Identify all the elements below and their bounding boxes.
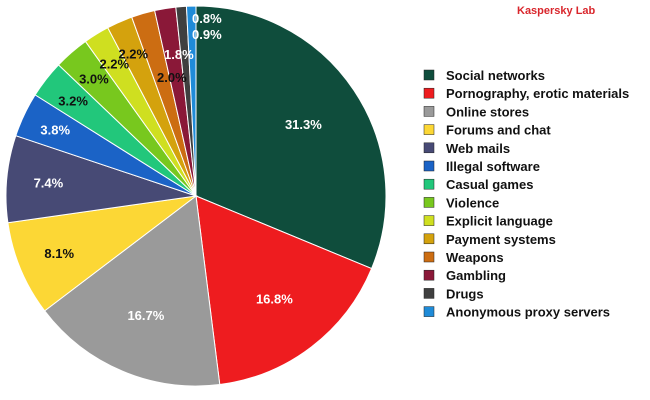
pie-value-label-13: 0.8% bbox=[192, 11, 222, 26]
legend-label-7: Violence bbox=[446, 195, 499, 210]
pie-value-label-12: 0.9% bbox=[192, 27, 222, 42]
pie-slices bbox=[5, 5, 387, 387]
legend-swatch-12 bbox=[423, 288, 435, 299]
pie-value-label-5: 3.8% bbox=[40, 122, 70, 137]
pie-value-label-11: 1.8% bbox=[164, 47, 194, 62]
legend-swatch-11 bbox=[423, 269, 435, 281]
legend-label-13: Anonymous proxy servers bbox=[446, 305, 610, 320]
pie-value-label-7: 3.0% bbox=[79, 71, 109, 86]
pie-value-label-3: 8.1% bbox=[44, 246, 74, 261]
pie-value-label-4: 7.4% bbox=[34, 176, 64, 191]
legend-label-11: Gambling bbox=[446, 268, 506, 283]
pie-value-label-8: 2.2% bbox=[99, 56, 129, 71]
legend-label-5: Illegal software bbox=[446, 159, 540, 174]
legend-label-4: Web mails bbox=[446, 141, 510, 156]
brand-label: Kaspersky Lab bbox=[517, 5, 596, 17]
legend-swatch-7 bbox=[423, 197, 435, 208]
legend-swatch-8 bbox=[423, 215, 435, 226]
pie-slice-13 bbox=[185, 5, 197, 197]
legend-label-8: Explicit language bbox=[446, 214, 553, 229]
legend-swatch-1 bbox=[423, 87, 435, 99]
pie-value-label-10: 2.0% bbox=[157, 70, 187, 85]
pie-slice-0 bbox=[195, 5, 387, 270]
pie-slice-1 bbox=[195, 195, 373, 386]
legend-label-1: Pornography, erotic materials bbox=[446, 86, 629, 101]
pie-slice-3 bbox=[7, 195, 198, 312]
legend-swatch-0 bbox=[423, 69, 435, 81]
chart-legend: Social networks Pornography, erotic mater… bbox=[423, 68, 629, 320]
legend-swatch-13 bbox=[423, 306, 435, 317]
pie-slice-2 bbox=[43, 195, 221, 387]
pie-value-label-6: 3.2% bbox=[58, 93, 88, 108]
legend-swatch-5 bbox=[423, 160, 435, 172]
pie-value-label-9: 2.2% bbox=[118, 46, 148, 61]
pie-value-label-1: 16.8% bbox=[256, 292, 293, 307]
pie-value-label-0: 31.3% bbox=[285, 117, 322, 132]
pie-value-labels: 31.3%16.8%16.7%8.1%7.4%3.8%3.2%3.0%2.2%2… bbox=[34, 11, 323, 323]
legend-label-3: Forums and chat bbox=[446, 123, 551, 138]
legend-label-12: Drugs bbox=[446, 286, 484, 301]
legend-swatch-10 bbox=[423, 251, 435, 263]
pie-value-label-2: 16.7% bbox=[127, 308, 164, 323]
legend-swatch-2 bbox=[423, 106, 435, 117]
legend-label-9: Payment systems bbox=[446, 232, 556, 247]
legend-label-6: Casual games bbox=[446, 177, 533, 192]
legend-label-2: Online stores bbox=[446, 104, 529, 119]
legend-swatch-4 bbox=[423, 142, 435, 154]
legend-swatch-3 bbox=[423, 124, 435, 135]
legend-label-0: Social networks bbox=[446, 68, 545, 83]
legend-swatch-9 bbox=[423, 233, 435, 245]
legend-swatch-6 bbox=[423, 178, 435, 190]
legend-label-10: Weapons bbox=[446, 250, 504, 265]
